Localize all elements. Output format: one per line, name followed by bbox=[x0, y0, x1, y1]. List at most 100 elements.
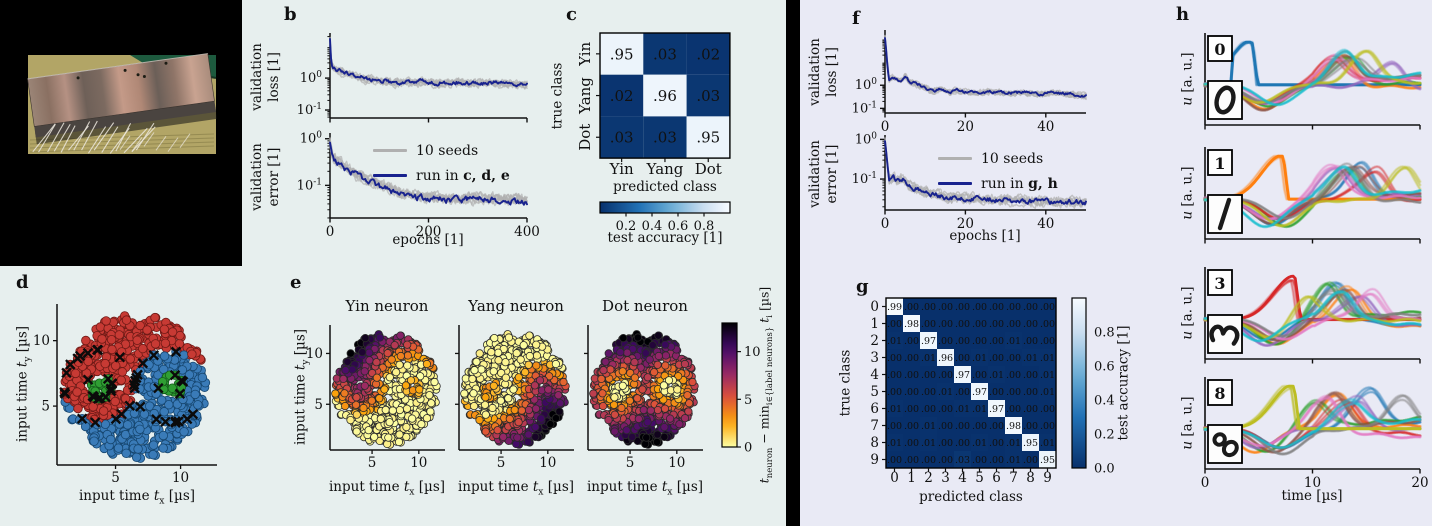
svg-text:Dot: Dot bbox=[576, 124, 594, 151]
svg-text:.00: .00 bbox=[955, 353, 970, 364]
svg-text:.00: .00 bbox=[1040, 421, 1055, 432]
svg-text:4: 4 bbox=[958, 470, 967, 486]
svg-text:.98: .98 bbox=[1006, 421, 1021, 432]
svg-text:.00: .00 bbox=[989, 387, 1004, 398]
svg-text:.00: .00 bbox=[955, 387, 970, 398]
svg-text:.00: .00 bbox=[989, 336, 1004, 347]
svg-text:.00: .00 bbox=[938, 421, 953, 432]
svg-text:.00: .00 bbox=[972, 302, 987, 313]
svg-text:.01: .01 bbox=[921, 438, 936, 449]
svg-text:6: 6 bbox=[992, 470, 1001, 486]
svg-text:.01: .01 bbox=[1040, 387, 1055, 398]
svg-text:.01: .01 bbox=[972, 353, 987, 364]
e-title-yin: Yin neuron bbox=[345, 297, 429, 315]
h-ylabel-0: u [a. u.] bbox=[1179, 52, 1196, 106]
svg-text:20: 20 bbox=[957, 216, 974, 232]
svg-text:.99: .99 bbox=[887, 302, 902, 313]
svg-text:.01: .01 bbox=[921, 353, 936, 364]
e-xlabel-3: input time tx [µs] bbox=[586, 479, 704, 498]
svg-text:.00: .00 bbox=[921, 302, 936, 313]
svg-text:2: 2 bbox=[870, 333, 879, 349]
svg-text:6: 6 bbox=[870, 401, 879, 417]
panel-g-confusion-matrix: .99.00.00.00.00.00.00.00.00.00.00.98.00.… bbox=[870, 297, 1115, 486]
panel-label-h: h bbox=[1176, 4, 1190, 25]
seeds-line-swatch bbox=[373, 149, 407, 152]
svg-text:0.8: 0.8 bbox=[1094, 326, 1115, 341]
svg-text:.02: .02 bbox=[610, 87, 634, 105]
svg-text:100: 100 bbox=[300, 70, 323, 86]
e-xlabel-1: input time tx [µs] bbox=[328, 479, 446, 498]
svg-text:.00: .00 bbox=[972, 336, 987, 347]
panel-h-traces-3: 3 bbox=[1203, 267, 1422, 364]
h-xlabel: time [µs] bbox=[1281, 488, 1343, 504]
svg-text:10-1: 10-1 bbox=[297, 177, 322, 193]
svg-text:7: 7 bbox=[1009, 470, 1018, 486]
svg-text:.00: .00 bbox=[989, 455, 1004, 466]
svg-text:.00: .00 bbox=[1023, 302, 1038, 313]
b-legend-label-run: run in c, d, e bbox=[416, 167, 510, 184]
svg-text:.00: .00 bbox=[938, 404, 953, 415]
svg-text:100: 100 bbox=[855, 77, 878, 93]
svg-text:.00: .00 bbox=[887, 455, 902, 466]
svg-text:.00: .00 bbox=[1040, 302, 1055, 313]
section-divider bbox=[786, 0, 800, 526]
b-legend-row-run: run in c, d, e bbox=[373, 163, 510, 188]
svg-text:400: 400 bbox=[514, 224, 540, 240]
panel-label-g: g bbox=[856, 276, 869, 297]
svg-text:1: 1 bbox=[870, 316, 879, 332]
run-line-swatch bbox=[373, 174, 407, 177]
svg-text:.01: .01 bbox=[972, 438, 987, 449]
svg-text:.00: .00 bbox=[1040, 404, 1055, 415]
svg-text:0.6: 0.6 bbox=[1094, 360, 1115, 375]
svg-text:.00: .00 bbox=[972, 421, 987, 432]
panel-d-dataset-scatter: 5 10 5 10 bbox=[33, 304, 217, 486]
panel-b-loss-plot: 100 10-1 bbox=[297, 33, 528, 123]
f-error-ylabel: validation error [1] bbox=[807, 140, 840, 208]
svg-text:0: 0 bbox=[326, 224, 335, 240]
svg-text:0.2: 0.2 bbox=[1094, 428, 1115, 443]
svg-text:10-1: 10-1 bbox=[297, 102, 322, 118]
svg-text:.00: .00 bbox=[904, 404, 919, 415]
svg-text:Yang: Yang bbox=[576, 77, 594, 115]
svg-text:.03: .03 bbox=[653, 45, 677, 63]
b-error-ylabel: validation error [1] bbox=[249, 143, 282, 211]
svg-text:9: 9 bbox=[1043, 470, 1052, 486]
svg-text:.00: .00 bbox=[1040, 319, 1055, 330]
f-legend-row-seeds: 10 seeds bbox=[938, 146, 1058, 171]
svg-text:3: 3 bbox=[1214, 274, 1225, 293]
h-ylabel-8: u [a. u.] bbox=[1179, 396, 1196, 450]
panel-e-map-yin-neuron: 5 10 5 10 bbox=[306, 325, 445, 471]
svg-text:.00: .00 bbox=[1006, 404, 1021, 415]
svg-text:.96: .96 bbox=[938, 353, 953, 364]
svg-text:5: 5 bbox=[314, 397, 323, 413]
svg-text:0: 0 bbox=[870, 299, 879, 315]
svg-text:.03: .03 bbox=[653, 129, 677, 147]
c-xlabel: predicted class bbox=[613, 179, 717, 195]
svg-text:.00: .00 bbox=[887, 353, 902, 364]
svg-text:.00: .00 bbox=[904, 302, 919, 313]
svg-text:20: 20 bbox=[1411, 475, 1428, 491]
h-ylabel-1: u [a. u.] bbox=[1179, 166, 1196, 220]
svg-text:0.6: 0.6 bbox=[668, 219, 689, 234]
svg-text:.00: .00 bbox=[989, 302, 1004, 313]
svg-text:0: 0 bbox=[1201, 475, 1210, 491]
svg-text:.00: .00 bbox=[921, 455, 936, 466]
b-legend-label-seeds: 10 seeds bbox=[416, 142, 479, 159]
svg-text:.95: .95 bbox=[1023, 438, 1038, 449]
svg-text:.00: .00 bbox=[1006, 319, 1021, 330]
svg-text:0.4: 0.4 bbox=[1094, 394, 1115, 409]
svg-text:.00: .00 bbox=[921, 370, 936, 381]
svg-text:.00: .00 bbox=[955, 438, 970, 449]
svg-text:.00: .00 bbox=[972, 455, 987, 466]
svg-text:.00: .00 bbox=[938, 302, 953, 313]
svg-text:.00: .00 bbox=[921, 404, 936, 415]
svg-text:.00: .00 bbox=[1006, 302, 1021, 313]
svg-text:.01: .01 bbox=[887, 336, 902, 347]
svg-text:.01: .01 bbox=[955, 404, 970, 415]
svg-text:.00: .00 bbox=[887, 421, 902, 432]
panel-e-map-yang-neuron: 5 10 bbox=[455, 325, 574, 471]
svg-text:.97: .97 bbox=[972, 387, 987, 398]
svg-text:0.2: 0.2 bbox=[616, 219, 637, 234]
f-xlabel: epochs [1] bbox=[949, 228, 1021, 244]
svg-text:.00: .00 bbox=[1040, 336, 1055, 347]
